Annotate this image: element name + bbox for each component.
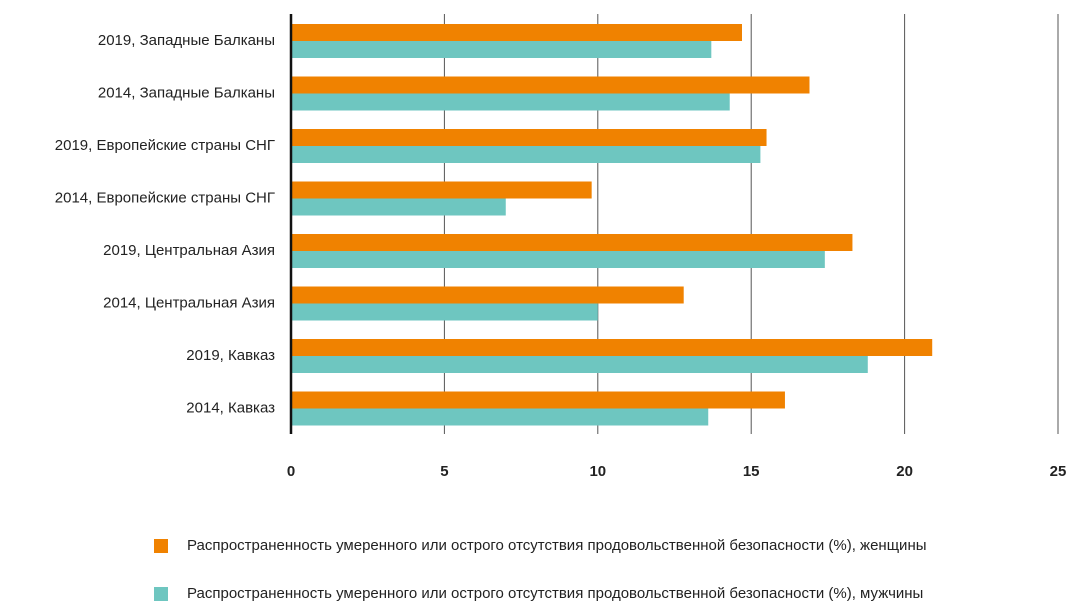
bar: [291, 408, 709, 426]
y-tick-label: 2019, Европейские страны СНГ: [55, 137, 275, 154]
bar: [291, 251, 825, 268]
x-tick-label: 15: [743, 463, 760, 480]
bar: [291, 93, 730, 111]
bar: [291, 76, 810, 94]
legend-label: Распространенность умеренного или острог…: [187, 537, 927, 554]
bar: [291, 146, 761, 163]
bar: [291, 181, 592, 199]
y-tick-label: 2014, Западные Балканы: [98, 84, 275, 101]
bar: [291, 234, 853, 251]
legend-swatch: [154, 587, 168, 601]
bar: [291, 286, 684, 304]
y-tick-label: 2014, Кавказ: [186, 399, 275, 416]
bar: [291, 198, 506, 216]
y-tick-label: 2019, Западные Балканы: [98, 32, 275, 49]
x-tick-label: 5: [440, 463, 448, 480]
x-tick-label: 0: [287, 463, 295, 480]
y-tick-label: 2014, Центральная Азия: [103, 294, 275, 311]
y-tick-label: 2019, Центральная Азия: [103, 242, 275, 259]
x-tick-label: 10: [589, 463, 606, 480]
x-tick-label: 20: [896, 463, 913, 480]
x-tick-label: 25: [1050, 463, 1067, 480]
bar: [291, 24, 742, 41]
bar: [291, 129, 767, 146]
bar: [291, 41, 712, 58]
legend-label: Распространенность умеренного или острог…: [187, 585, 923, 602]
y-tick-label: 2014, Европейские страны СНГ: [55, 189, 275, 206]
legend-swatch: [154, 539, 168, 553]
bar: [291, 303, 598, 321]
y-tick-label: 2019, Кавказ: [186, 347, 275, 364]
bar: [291, 339, 933, 356]
bar: [291, 391, 785, 409]
bar: [291, 356, 868, 373]
